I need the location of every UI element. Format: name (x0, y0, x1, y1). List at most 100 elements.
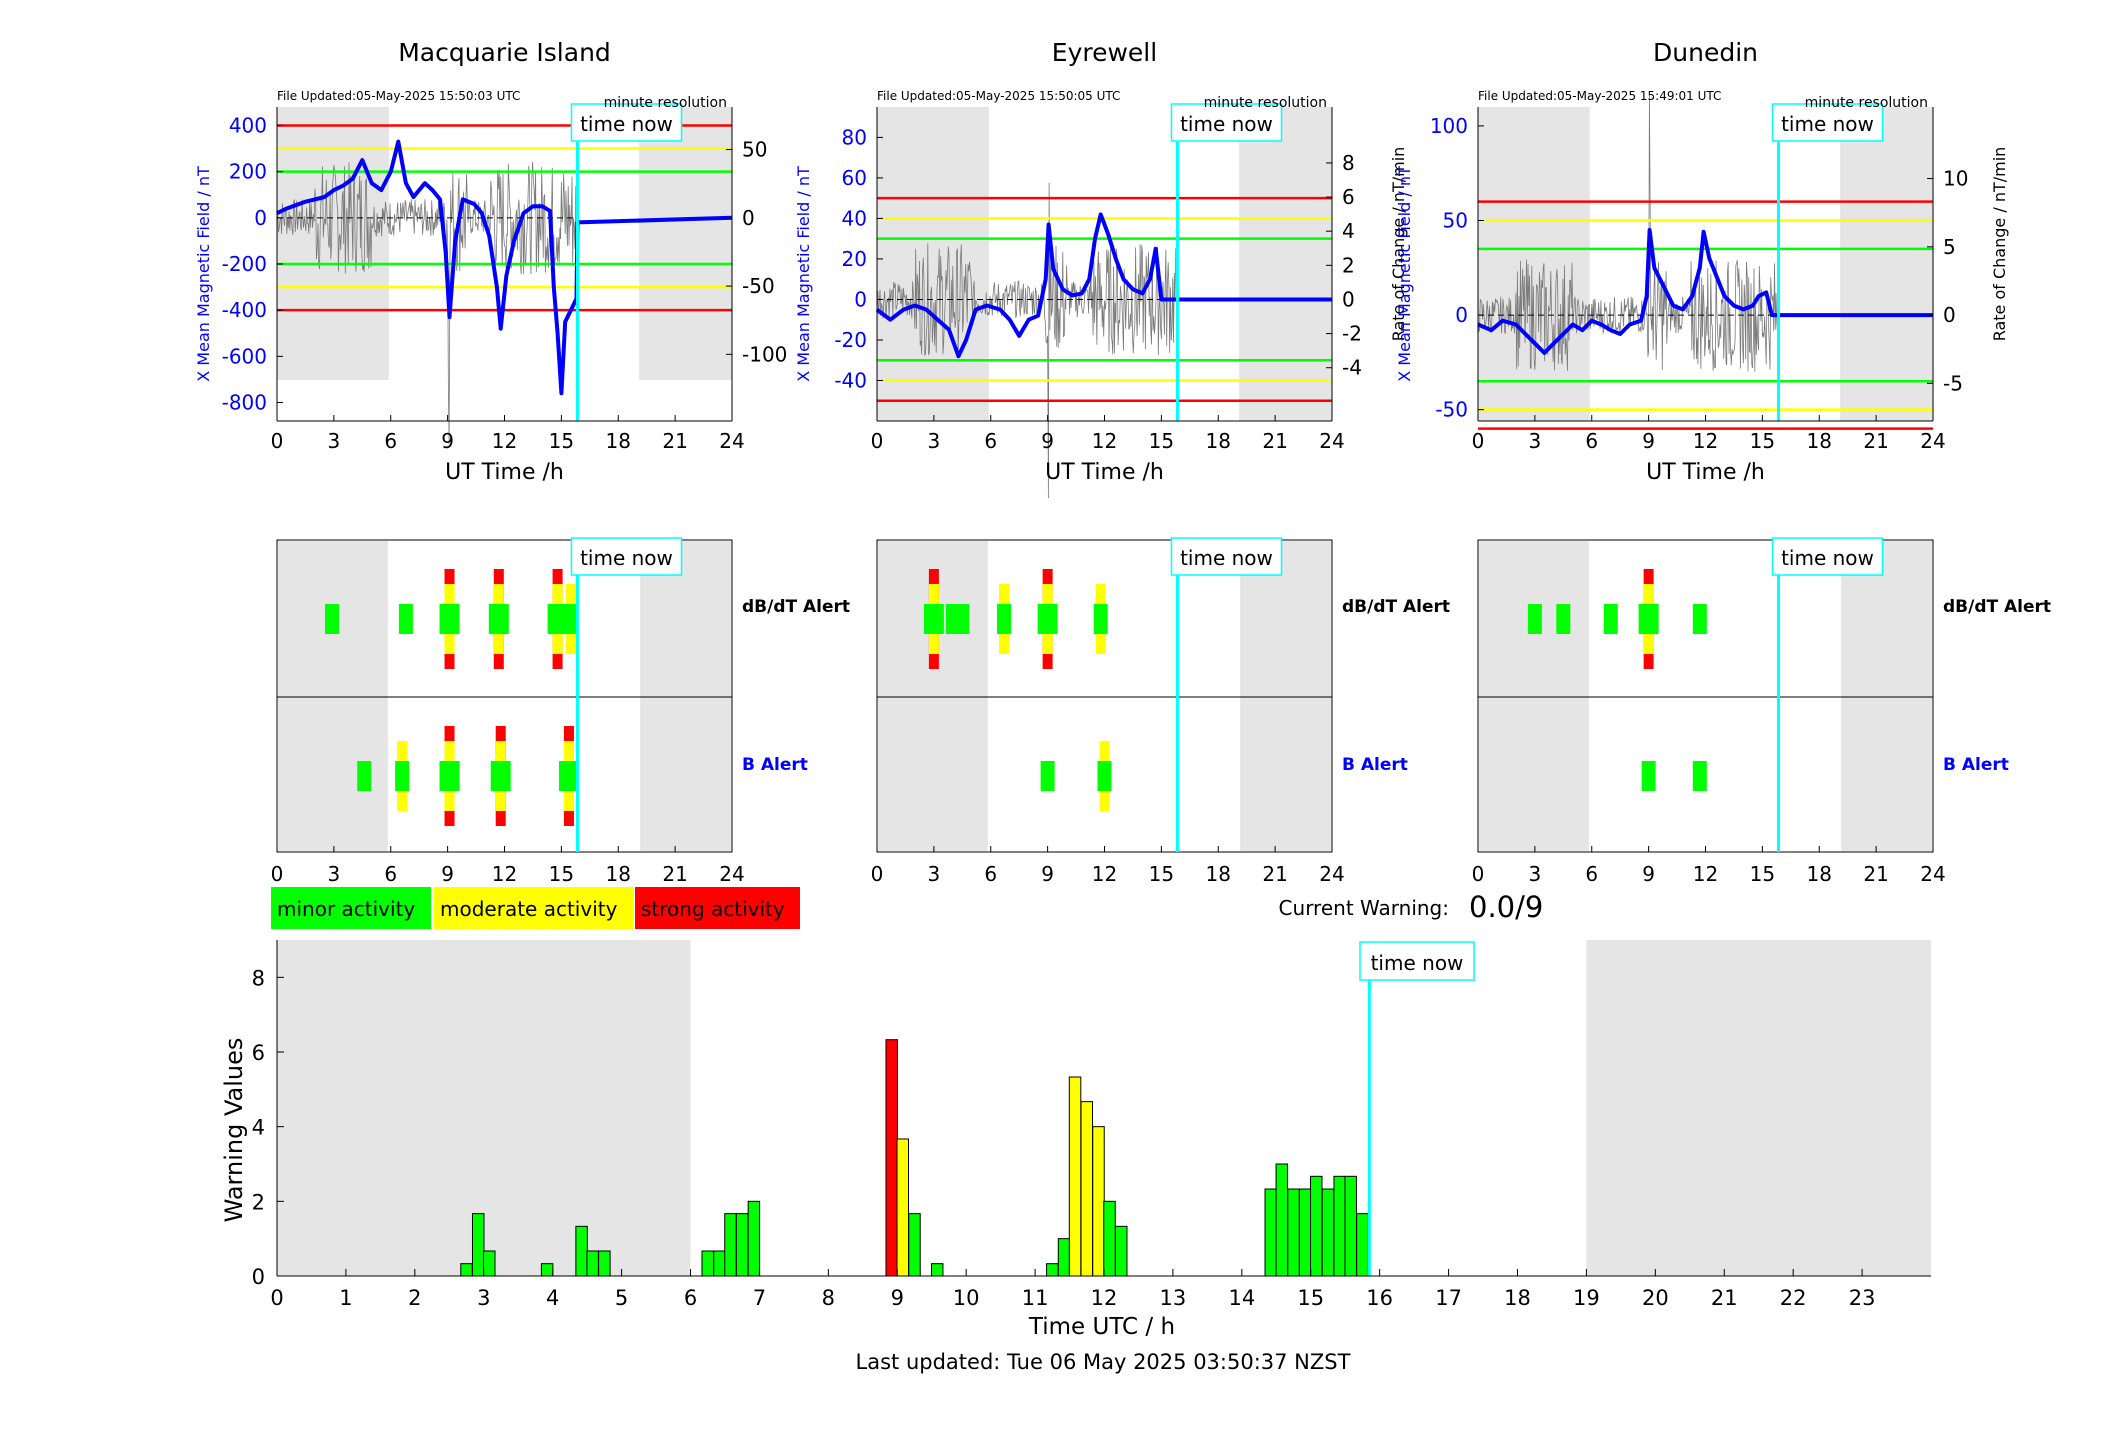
warning-bar (713, 1250, 726, 1277)
warning-xtick-label: 12 (1091, 1286, 1118, 1310)
alert-time-now-box (1771, 537, 1884, 576)
dbdt-alert-bar-minor (547, 604, 568, 634)
alert-shaded-region (1841, 541, 1932, 851)
time-now-box (570, 103, 683, 142)
dbdt-alert-bar-minor (1638, 604, 1659, 634)
xtick-label: 3 (1529, 429, 1542, 453)
warning-bar (471, 1213, 485, 1277)
xtick-label: 0 (871, 429, 884, 453)
b-alert-bar-minor (439, 761, 460, 791)
left-ytick-label: 100 (1430, 114, 1468, 138)
rate-of-change-trace (276, 161, 577, 444)
warning-shaded-region (1586, 940, 1931, 1276)
right-ytick-label: 5 (1943, 235, 1956, 259)
alert-xtick-label: 18 (606, 862, 631, 886)
warning-bar (1344, 1175, 1357, 1277)
right-ytick-label: 2 (1342, 253, 1355, 277)
left-y-axis-label: X Mean Magnetic Field / nT (194, 166, 213, 382)
x-axis-label: UT Time /h (1646, 460, 1765, 485)
warning-bar (1092, 1126, 1105, 1277)
right-ytick-label: 8 (1342, 151, 1355, 175)
alert-xtick-label: 6 (984, 862, 997, 886)
dbdt-alert-bar-minor (1037, 604, 1058, 634)
right-ytick-label: -100 (742, 342, 787, 366)
xtick-label: 12 (492, 429, 517, 453)
left-ytick-label: 400 (229, 113, 267, 137)
last-updated: Last updated: Tue 06 May 2025 03:50:37 N… (856, 1350, 1351, 1374)
xtick-label: 0 (271, 429, 284, 453)
warning-bar (724, 1213, 737, 1277)
warning-y-axis-label: Warning Values (220, 1038, 248, 1223)
warning-bar (1103, 1200, 1116, 1277)
warning-xtick-label: 16 (1366, 1286, 1393, 1310)
b-alert-label: B Alert (1943, 755, 2009, 775)
station-title: Eyrewell (1052, 38, 1157, 67)
left-ytick-label: -40 (834, 368, 867, 392)
shaded-region (277, 107, 389, 380)
warning-xtick-label: 21 (1711, 1286, 1738, 1310)
warning-bar (908, 1213, 921, 1277)
dbdt-alert-label: dB/dT Alert (1943, 597, 2051, 617)
warning-xtick-label: 22 (1780, 1286, 1807, 1310)
alert-xtick-label: 18 (1807, 862, 1832, 886)
current-warning-label: Current Warning: (1279, 896, 1449, 920)
b-alert-bar-minor (1097, 761, 1112, 791)
left-y-axis-label: X Mean Magnetic Field / nT (1395, 166, 1414, 382)
b-alert-bar-minor (558, 761, 579, 791)
right-ytick-label: -4 (1342, 356, 1362, 380)
left-ytick-label: -400 (222, 298, 267, 322)
left-ytick-label: 80 (842, 125, 867, 149)
xtick-label: 24 (1319, 429, 1344, 453)
left-ytick-label: -20 (834, 328, 867, 352)
alert-xtick-label: 3 (928, 862, 941, 886)
field-trace (276, 139, 733, 396)
right-ytick-label: -5 (1943, 371, 1963, 395)
resolution-label: minute resolution (1204, 95, 1327, 111)
warning-xtick-label: 1 (339, 1286, 352, 1310)
dbdt-alert-bar-minor (923, 604, 944, 634)
b-alert-bar-minor (357, 761, 372, 791)
warning-ytick-label: 4 (252, 1116, 265, 1140)
time-now-label: time now (1180, 112, 1273, 136)
alert-xtick-label: 6 (1585, 862, 1598, 886)
x-axis-label: UT Time /h (1045, 460, 1164, 485)
warning-time-now-label: time now (1371, 951, 1464, 975)
xtick-label: 6 (1585, 429, 1598, 453)
rate-of-change-trace (876, 182, 1177, 499)
left-ytick-label: -600 (222, 344, 267, 368)
xtick-label: 21 (662, 429, 687, 453)
time-now-box (1170, 103, 1283, 142)
xtick-label: 21 (1863, 429, 1888, 453)
alert-shaded-region (640, 541, 731, 851)
warning-x-axis-label: Time UTC / h (1028, 1314, 1175, 1340)
shaded-region (1239, 107, 1332, 421)
xtick-label: 15 (1149, 429, 1174, 453)
warning-xtick-label: 18 (1504, 1286, 1531, 1310)
alert-xtick-label: 21 (662, 862, 687, 886)
right-ytick-label: -2 (1342, 322, 1362, 346)
warning-bar (896, 1138, 910, 1277)
alert-xtick-label: 3 (1529, 862, 1542, 886)
left-ytick-label: 0 (1455, 303, 1468, 327)
right-ytick-label: 0 (1943, 303, 1956, 327)
xtick-label: 18 (606, 429, 631, 453)
left-ytick-label: -200 (222, 252, 267, 276)
right-ytick-label: 0 (1342, 287, 1355, 311)
b-alert-bar-minor (1040, 761, 1055, 791)
dbdt-alert-bar-minor (398, 604, 413, 634)
left-ytick-label: -50 (1435, 398, 1468, 422)
file-updated: File Updated:05-May-2025 15:50:05 UTC (877, 89, 1120, 103)
warning-xtick-label: 10 (953, 1286, 980, 1310)
alert-time-now-label: time now (1781, 546, 1874, 570)
xtick-label: 6 (984, 429, 997, 453)
alert-xtick-label: 6 (384, 862, 397, 886)
alert-xtick-label: 15 (549, 862, 574, 886)
left-ytick-label: 60 (842, 166, 867, 190)
warning-bar (1275, 1163, 1289, 1277)
dbdt-alert-label: dB/dT Alert (1342, 597, 1450, 617)
right-y-axis-label: Rate of Change / nT/min (1389, 147, 1408, 342)
warning-bar (1333, 1175, 1346, 1277)
warning-bar (1046, 1263, 1059, 1277)
left-y-axis-label: X Mean Magnetic Field / nT (794, 166, 813, 382)
left-ytick-label: 40 (842, 206, 867, 230)
